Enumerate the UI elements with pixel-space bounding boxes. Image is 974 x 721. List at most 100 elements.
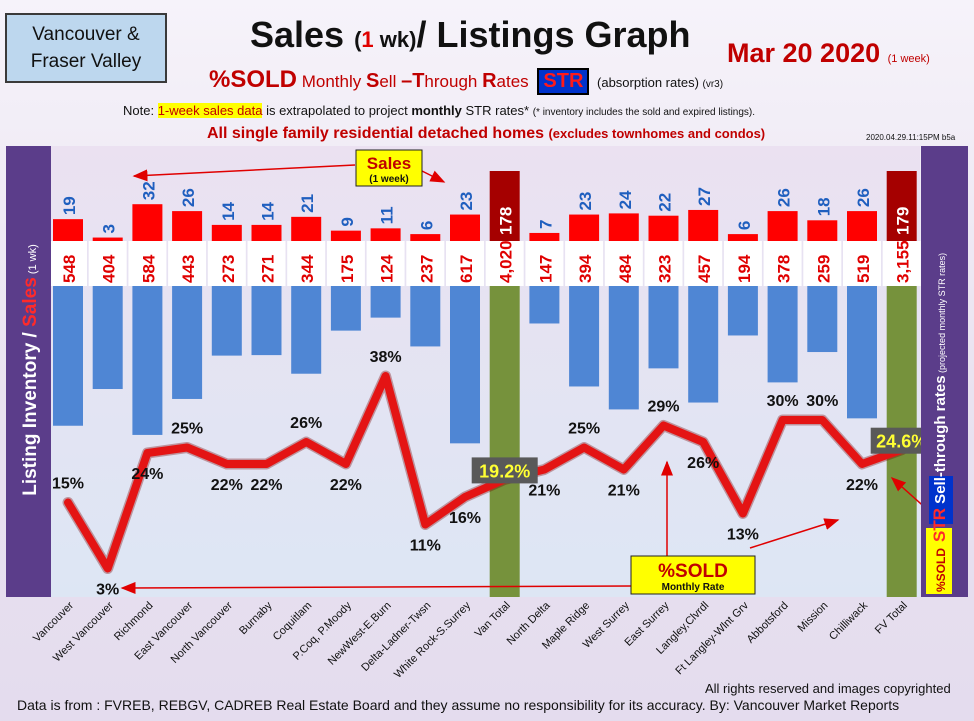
sales-bar (688, 209, 719, 241)
listing-label-box (49, 241, 87, 286)
listing-bar (330, 286, 361, 331)
str-value-label: 22% (250, 477, 282, 494)
sales-value-label: 26 (854, 188, 873, 207)
listing-bar (727, 286, 758, 336)
sales-annotation-box (355, 149, 423, 187)
str-line (64, 372, 906, 573)
sales-value-label: 27 (695, 187, 714, 206)
sales-bar (330, 230, 361, 241)
sales-value-label: 3 (100, 224, 119, 233)
sold-annotation-label: %SOLD (658, 561, 728, 582)
listing-label-box (723, 241, 762, 286)
sales-value-label: 6 (417, 221, 436, 230)
sales-value-label: 19 (60, 196, 79, 215)
str-line-layer (62, 370, 908, 574)
annotations-layer: Sales (1 week) %SOLD Monthly Rate (120, 149, 949, 595)
sales-bar (172, 211, 203, 241)
sales-value-label: 24 (616, 190, 635, 209)
title-one: 1 (361, 27, 374, 52)
listing-value-label: 394 (576, 254, 595, 283)
x-tick-label: Mission (796, 600, 831, 635)
note-line: Note: 1-week sales data is extrapolated … (123, 103, 755, 118)
sales-value-label: 11 (378, 206, 397, 224)
sales-value-label: 32 (139, 181, 158, 200)
sales-annotation-label: Sales (367, 154, 411, 173)
listing-label-box (247, 241, 286, 286)
chart-title: Sales (1 wk)/ Listings Graph (250, 14, 691, 56)
sold-annotation-box (630, 555, 756, 595)
listing-label-box (366, 241, 405, 286)
listing-value-label: 273 (219, 255, 238, 283)
sales-value-label: 23 (457, 192, 476, 211)
listing-bar (489, 286, 520, 597)
listing-value-label: 457 (695, 255, 714, 283)
sales-bar (92, 237, 123, 241)
listing-bar (410, 286, 441, 347)
sales-value-label: 22 (656, 193, 675, 212)
listing-bar (92, 286, 123, 390)
listing-value-label: 259 (814, 255, 833, 283)
sales-value-label: 14 (259, 201, 278, 220)
subtitle-absorption: (absorption rates) (593, 75, 703, 90)
sales-bar (291, 216, 322, 241)
subtitle-s: S (366, 70, 380, 92)
title-listings: / Listings Graph (416, 14, 691, 55)
note-small: (* inventory includes the sold and expir… (532, 107, 756, 118)
sales-bar (211, 224, 242, 241)
listing-label-box (684, 241, 723, 286)
region-line-2: Fraser Valley (30, 51, 142, 72)
listing-bar (767, 286, 798, 383)
str-value-label: 21% (528, 483, 560, 500)
timestamp: 2020.04.29.11:15PM b5a (866, 133, 956, 142)
listing-value-label: 124 (378, 254, 397, 283)
x-tick-label: Van Total (473, 600, 513, 640)
note-end: STR rates* (461, 103, 533, 118)
listing-label-box (446, 241, 484, 286)
note-prefix: Note: (123, 103, 158, 118)
sales-bar (847, 211, 877, 241)
detached-line: All single family residential detached h… (207, 125, 765, 143)
listing-value-label: 175 (338, 255, 357, 283)
sales-bar (370, 228, 401, 241)
right-axis-str: STR (930, 508, 949, 542)
str-value-label: 13% (727, 527, 759, 544)
sales-bar (53, 219, 83, 241)
x-tick-label: Delta-Ladner-Twsn (359, 600, 433, 674)
x-tick-label: Chilliwack (827, 599, 870, 642)
source-note: Data is from : FVREB, REBGV, CADREB Real… (17, 697, 900, 713)
str-value-label: 30% (806, 393, 838, 410)
listing-label-box (485, 241, 524, 286)
listing-bar (807, 286, 838, 353)
listing-label-box (604, 241, 643, 286)
listing-value-label: 404 (100, 254, 119, 283)
subtitle-r: R (482, 70, 497, 92)
str-value-label: 26% (290, 415, 322, 432)
str-value-label: 24.6% (876, 432, 927, 452)
date-text: Mar 20 2020 (727, 38, 888, 68)
listing-label-box (128, 241, 167, 286)
listing-bar (688, 286, 719, 403)
x-tick-label: Abbotsford (745, 600, 791, 646)
listing-value-label: 271 (259, 255, 278, 283)
sold-arrow-left (120, 581, 633, 594)
note-highlight: 1-week sales data (157, 103, 263, 118)
listing-label-box (525, 241, 564, 286)
listing-label-box (565, 241, 604, 286)
str-value-label: 25% (171, 421, 203, 438)
note-bold: monthly (411, 103, 462, 118)
x-tick-label: Burnaby (237, 599, 275, 637)
left-axis-slash: / (20, 327, 41, 343)
sales-bar (886, 171, 917, 241)
region-line-1: Vancouver & (32, 24, 140, 45)
sales-bar (608, 213, 639, 241)
listing-value-label: 237 (417, 255, 436, 283)
x-tick-label: White Rock-S.Surrey (392, 599, 473, 680)
sales-annotation-sub: (1 week) (369, 174, 408, 185)
str-value-label: 22% (330, 477, 362, 494)
subtitle-monthly: Monthly (297, 72, 366, 91)
listing-label-box (326, 241, 365, 286)
sold-annotation-sub: Monthly Rate (662, 582, 725, 593)
subtitle-ates: ates (496, 72, 534, 91)
left-axis-sales: Sales (20, 277, 41, 327)
